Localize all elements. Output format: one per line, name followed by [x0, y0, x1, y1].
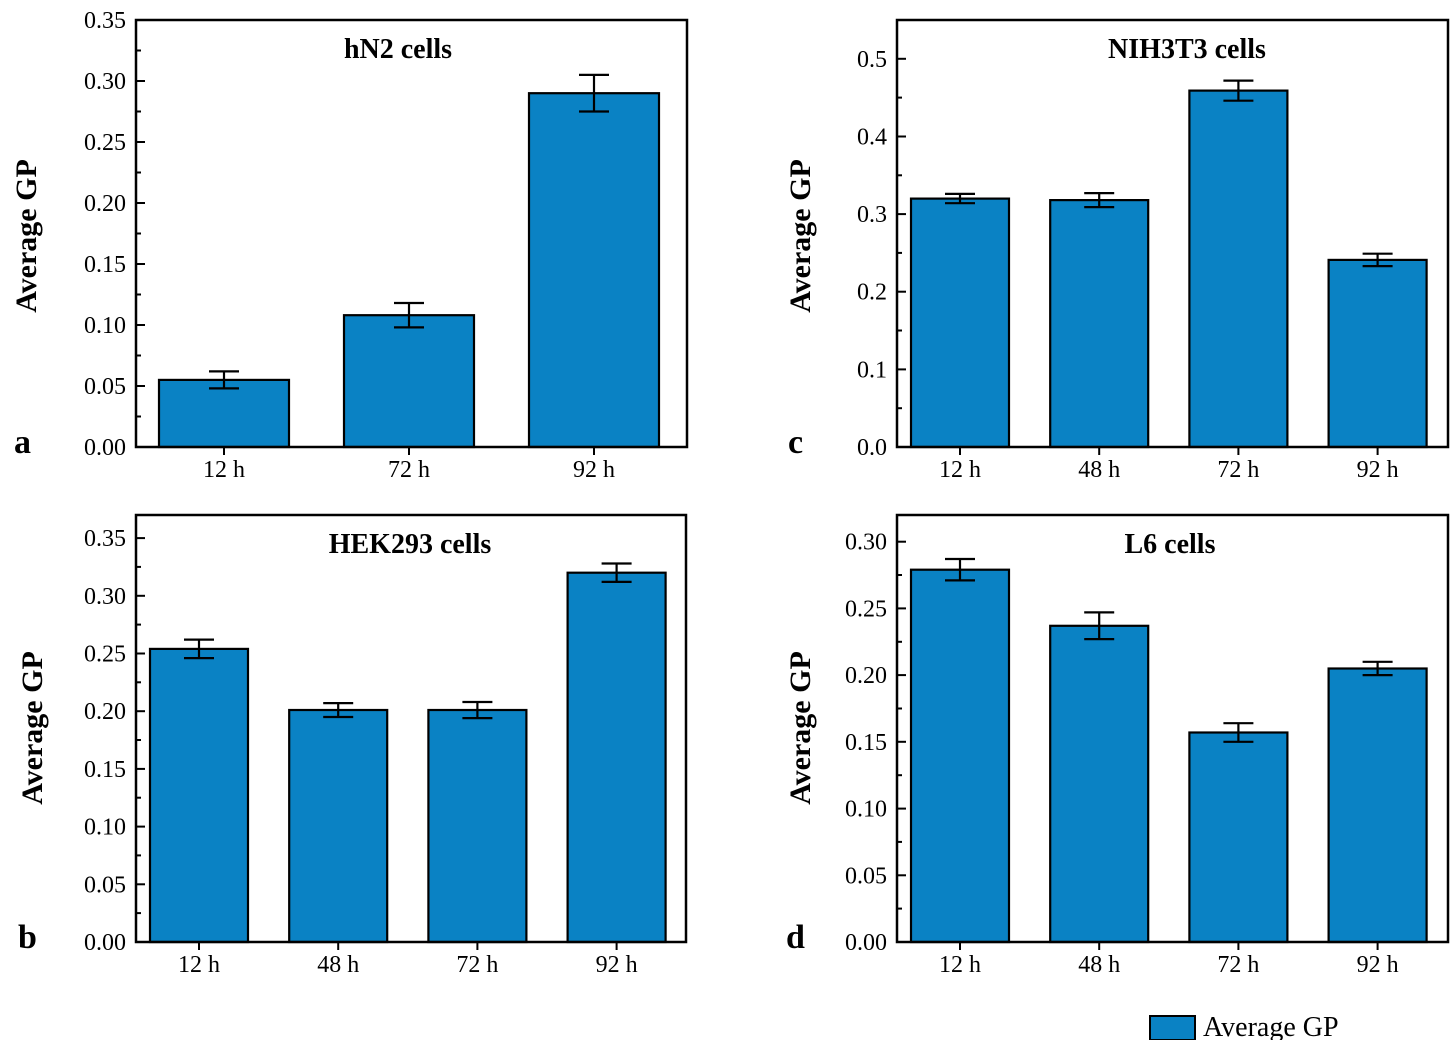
y-tick-label-b-7: 0.35 [84, 526, 126, 552]
y-axis-label-d: Average GP [784, 651, 817, 805]
panel-letter-a: a [14, 424, 31, 461]
y-axis-label-c: Average GP [784, 159, 817, 313]
x-tick-label-b-2: 72 h [456, 952, 498, 978]
y-tick-label-a-2: 0.10 [84, 313, 126, 339]
x-tick-label-c-1: 48 h [1078, 457, 1120, 483]
plot-frame-b [134, 513, 688, 944]
bar-c-0 [909, 197, 1011, 449]
panel-d: 0.00 0.05 0.10 0.15 0.20 0.25 0.30 12 h 48 h 72 h… [784, 513, 1450, 978]
x-tick-label-c-3: 92 h [1357, 457, 1399, 483]
bar-d-0 [909, 568, 1011, 944]
y-tick-label-c-3: 0.3 [857, 202, 887, 228]
y-tick-label-d-0: 0.00 [845, 930, 887, 956]
y-tick-label-b-6: 0.30 [84, 584, 126, 610]
x-tick-label-a-0: 12 h [203, 457, 245, 483]
x-tick-label-b-3: 92 h [596, 952, 638, 978]
x-tick-label-d-2: 72 h [1217, 952, 1259, 978]
x-tick-label-d-0: 12 h [939, 952, 981, 978]
y-axis-label-b: Average GP [16, 651, 49, 805]
bar-c-3 [1327, 258, 1428, 449]
plot-frame-d [895, 513, 1450, 944]
panel-letter-d: d [786, 919, 805, 956]
bar-a-1 [342, 314, 476, 449]
bar-b-0 [148, 647, 250, 944]
y-tick-label-b-1: 0.05 [84, 872, 126, 898]
x-tick-label-a-2: 92 h [573, 457, 615, 483]
panel-a: 0.00 0.05 0.10 0.15 0.20 0.25 0.30 0.35 12 h 72 h… [10, 8, 689, 483]
x-tick-label-c-0: 12 h [939, 457, 981, 483]
plot-frame-c [895, 18, 1450, 449]
y-tick-label-d-1: 0.05 [845, 863, 887, 889]
y-tick-label-d-5: 0.25 [845, 596, 887, 622]
y-tick-label-a-3: 0.15 [84, 252, 126, 278]
y-tick-label-c-4: 0.4 [857, 125, 887, 151]
x-tick-label-d-1: 48 h [1078, 952, 1120, 978]
y-tick-label-b-2: 0.10 [84, 815, 126, 841]
y-tick-label-a-6: 0.30 [84, 69, 126, 95]
y-tick-label-b-4: 0.20 [84, 699, 126, 725]
legend-swatch [1149, 1015, 1196, 1040]
y-tick-label-c-2: 0.2 [857, 280, 887, 306]
panel-letter-c: c [788, 424, 803, 461]
y-tick-label-b-3: 0.15 [84, 757, 126, 783]
x-tick-label-c-2: 72 h [1217, 457, 1259, 483]
bar-a-2 [527, 92, 661, 449]
y-tick-label-d-6: 0.30 [845, 530, 887, 556]
panel-title-d: L6 cells [1125, 529, 1216, 560]
x-tick-label-d-3: 92 h [1357, 952, 1399, 978]
bar-c-2 [1188, 89, 1289, 449]
x-tick-label-a-1: 72 h [388, 457, 430, 483]
panel-title-b: HEK293 cells [329, 529, 492, 560]
bar-d-1 [1049, 624, 1150, 944]
y-tick-label-c-5: 0.5 [857, 47, 887, 73]
y-axis-label-a: Average GP [10, 159, 43, 313]
legend: Average GP [1149, 1012, 1339, 1040]
y-tick-label-a-7: 0.35 [84, 8, 126, 34]
panel-letter-b: b [18, 919, 37, 956]
bar-d-3 [1327, 667, 1428, 944]
bar-a-0 [157, 378, 291, 449]
y-tick-label-c-1: 0.1 [857, 357, 887, 383]
y-tick-label-d-4: 0.20 [845, 663, 887, 689]
panel-title-c: NIH3T3 cells [1108, 34, 1266, 65]
bar-b-2 [427, 708, 528, 944]
y-tick-label-a-0: 0.00 [84, 435, 126, 461]
x-tick-label-b-0: 12 h [178, 952, 220, 978]
y-tick-label-c-0: 0.0 [857, 435, 887, 461]
panel-b: 0.00 0.05 0.10 0.15 0.20 0.25 0.30 0.35 12 h 48 h… [16, 513, 688, 978]
y-tick-label-a-1: 0.05 [84, 374, 126, 400]
y-tick-label-b-0: 0.00 [84, 930, 126, 956]
x-tick-label-b-1: 48 h [317, 952, 359, 978]
panel-title-a: hN2 cells [344, 34, 452, 65]
legend-label: Average GP [1203, 1012, 1339, 1040]
bar-c-1 [1049, 199, 1150, 449]
y-tick-label-a-4: 0.20 [84, 191, 126, 217]
y-tick-label-d-3: 0.15 [845, 730, 887, 756]
bar-b-1 [288, 708, 389, 944]
y-tick-label-d-2: 0.10 [845, 797, 887, 823]
y-tick-label-a-5: 0.25 [84, 130, 126, 156]
bar-d-2 [1188, 731, 1289, 944]
y-tick-label-b-5: 0.25 [84, 642, 126, 668]
bar-b-3 [566, 571, 667, 944]
panel-c: 0.0 0.1 0.2 0.3 0.4 0.5 12 h 48 h 72 h 92 h NIH3T3… [784, 18, 1450, 483]
